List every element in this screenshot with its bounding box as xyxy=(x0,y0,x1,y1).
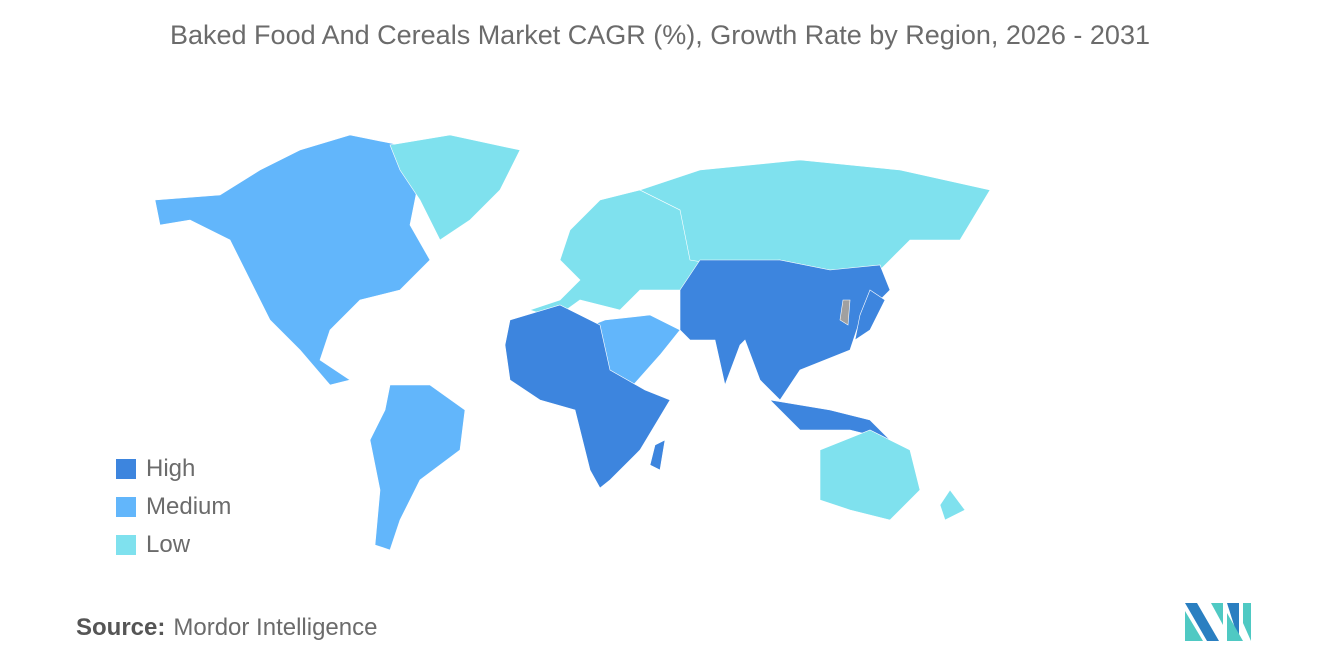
legend-swatch xyxy=(116,535,136,555)
mordor-logo xyxy=(1185,603,1251,641)
region-new-zealand xyxy=(939,489,966,521)
region-russia xyxy=(639,159,991,271)
region-greenland xyxy=(389,134,521,241)
region-europe xyxy=(529,189,701,319)
region-north-america xyxy=(154,134,431,386)
chart-title: Baked Food And Cereals Market CAGR (%), … xyxy=(170,20,1150,50)
legend-item-medium: Medium xyxy=(116,488,231,526)
legend-label: High xyxy=(146,455,196,482)
legend-label: Low xyxy=(146,531,191,558)
region-madagascar xyxy=(649,439,666,471)
region-japan xyxy=(854,289,886,341)
region-africa xyxy=(504,304,671,489)
legend-label: Medium xyxy=(146,493,232,520)
source-value: Mordor Intelligence xyxy=(173,614,378,641)
legend-swatch xyxy=(116,459,136,479)
region-korea xyxy=(839,299,851,326)
legend-item-low: Low xyxy=(116,526,231,564)
region-australia xyxy=(819,429,921,521)
source: Source: Mordor Intelligence xyxy=(76,614,377,642)
source-label: Source: xyxy=(76,614,166,641)
region-asia xyxy=(679,259,891,401)
region-south-america xyxy=(369,384,466,551)
legend-swatch xyxy=(116,497,136,517)
legend: High Medium Low xyxy=(116,450,231,564)
legend-item-high: High xyxy=(116,450,231,488)
